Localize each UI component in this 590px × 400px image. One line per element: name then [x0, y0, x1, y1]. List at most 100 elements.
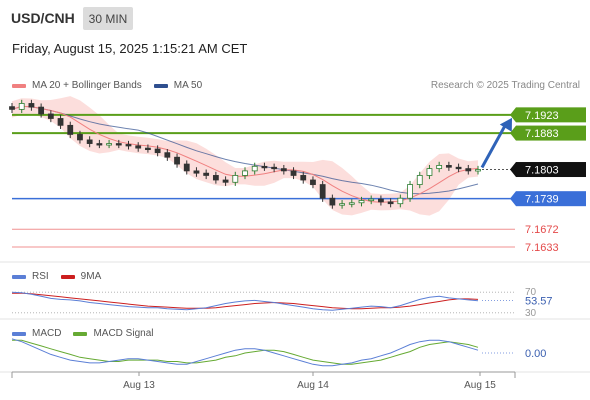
candle-body [242, 170, 248, 176]
candle-body [203, 172, 210, 176]
candle-body [445, 165, 452, 168]
candle-body [319, 184, 326, 199]
candle-body [310, 179, 316, 185]
candle-body [183, 163, 190, 172]
candle-body [164, 152, 171, 158]
candle-body [67, 124, 74, 135]
rsi-legend-label: RSI [32, 271, 49, 282]
macd-line [11, 338, 479, 367]
candle-body [38, 106, 45, 115]
candle-body [426, 168, 433, 176]
candle-body [465, 168, 472, 172]
level-badge-pointer-7.1803 [510, 162, 516, 178]
chart-header: USD/CNH 30 MIN Friday, August 15, 2025 1… [0, 0, 590, 66]
ma50-legend-label: MA 50 [173, 80, 203, 91]
main-legend: MA 20 + Bollinger Bands MA 50 [12, 80, 202, 91]
candle-body [193, 170, 200, 174]
candle-body [9, 106, 15, 110]
candle-body [280, 168, 287, 172]
forecast-arrow [480, 117, 512, 169]
ma50-line [11, 105, 479, 195]
level-badge-pointer-7.1739 [510, 191, 516, 207]
ma50-legend-swatch [153, 83, 168, 88]
candle-body [125, 144, 132, 147]
candle-body [358, 200, 365, 204]
ma20-legend-label: MA 20 + Bollinger Bands [32, 80, 142, 91]
level-label-7.1672: 7.1672 [525, 224, 559, 236]
rsi-level-label-70: 70 [525, 287, 537, 298]
candle-body [135, 145, 142, 149]
forecast-arrow-head [499, 117, 512, 132]
candle-body [115, 143, 122, 146]
level-label-7.1633: 7.1633 [525, 242, 559, 254]
candle-body [290, 170, 297, 176]
level-label-7.1923: 7.1923 [525, 110, 559, 122]
candle-body [300, 175, 307, 181]
macd-signal-line [12, 339, 479, 365]
rsi-level-label-30: 30 [525, 308, 537, 319]
macd-value-label: 0.00 [525, 348, 546, 360]
level-badge-pointer-7.1923 [510, 107, 516, 123]
ma9-legend-swatch [60, 274, 75, 279]
x-axis: Aug 13 Aug 14 Aug 15 [11, 371, 516, 391]
candle-body [348, 202, 355, 205]
level-badge-pointer-7.1883 [510, 125, 516, 141]
candle-body [174, 156, 180, 165]
candle-body [106, 143, 112, 146]
copyright-label: Research © 2025 Trading Central [430, 80, 580, 91]
candle-body [47, 113, 54, 119]
rsi-legend-swatch [12, 274, 26, 279]
candle-body [96, 143, 103, 146]
rsi-line [11, 291, 479, 311]
candle-body [212, 175, 219, 181]
candle-body [339, 203, 345, 206]
macd-signal-legend-label: MACD Signal [93, 328, 154, 339]
candle-body [455, 166, 462, 170]
ma9-legend-label: 9MA [80, 271, 102, 282]
forecast-arrow-shaft [480, 123, 508, 169]
macd-legend-swatch [12, 331, 26, 336]
candle-body [368, 198, 375, 202]
candle-body [77, 134, 83, 141]
candle-body [154, 148, 161, 154]
ma20-legend-swatch [12, 83, 26, 88]
panel-separators [0, 261, 590, 373]
level-badge-7.1739 [516, 191, 586, 207]
candles [9, 99, 481, 209]
candle-body [261, 165, 268, 169]
x-tick-label: Aug 14 [297, 380, 329, 391]
rsi-value-label: 53.57 [525, 296, 553, 308]
level-label-7.1739: 7.1739 [525, 194, 559, 206]
level-labels: 7.1923 7.1883 7.1803 7.1739 7.1672 7.1633 [510, 107, 586, 254]
candle-body [436, 165, 443, 170]
candle-body [387, 201, 394, 205]
timeframe-badge[interactable]: 30 MIN [83, 7, 133, 30]
rsi-legend: RSI 9MA [12, 271, 101, 282]
candle-body [28, 103, 35, 108]
x-tick-label: Aug 15 [464, 380, 496, 391]
candle-body [378, 198, 384, 203]
bollinger-band-area [12, 96, 478, 216]
candle-body [232, 175, 239, 183]
candle-body [329, 197, 336, 206]
candle-body [145, 147, 151, 151]
x-tick-label: Aug 13 [123, 380, 155, 391]
candle-body [475, 169, 481, 172]
macd-signal-legend-swatch [73, 331, 88, 336]
candle-body [416, 175, 423, 185]
candle-body [407, 184, 413, 199]
level-badge-7.1923 [516, 107, 586, 123]
macd-legend-label: MACD [32, 328, 62, 339]
datetime-label: Friday, August 15, 2025 1:15:21 AM CET [12, 41, 248, 56]
candle-body [18, 103, 25, 110]
rsi-ma9-line [12, 292, 479, 310]
level-badge-7.1883 [516, 125, 586, 141]
candle-body [397, 197, 404, 205]
macd-panel: 0.00 [11, 338, 546, 367]
symbol-title: USD/CNH [11, 10, 75, 26]
level-label-7.1883: 7.1883 [525, 128, 559, 140]
bollinger-band [12, 96, 478, 216]
level-label-7.1803: 7.1803 [525, 165, 559, 177]
